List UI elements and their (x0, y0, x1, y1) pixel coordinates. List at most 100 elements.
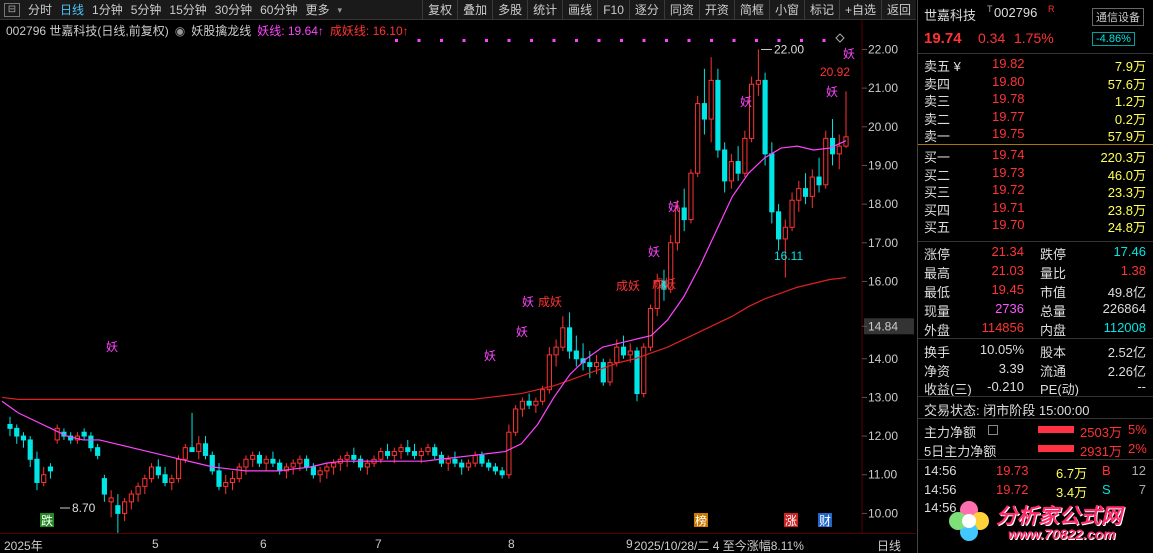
candle-body (593, 362, 600, 367)
chengyao-marker: 成妖 (616, 279, 640, 293)
order-level-label: 买五 (924, 220, 951, 235)
time-axis-label: 6 (260, 537, 267, 551)
fuquan-button[interactable]: 复权 (422, 0, 457, 20)
candle-body (560, 327, 566, 348)
period-tab-5min[interactable]: 5分钟 (130, 2, 162, 17)
tick-row: 14:56 19.73 6.7万 B 12 (918, 462, 1153, 481)
order-book-row[interactable]: 买五 19.70 24.8万 (918, 216, 1153, 235)
main-flow5-value: 2931万 (1080, 444, 1122, 459)
zhang-marker-bg (784, 513, 798, 527)
period-tab-1min[interactable]: 1分钟 (92, 2, 123, 17)
period-tab-60min[interactable]: 60分钟 (260, 2, 298, 17)
y-tick-label: 21.00 (868, 81, 898, 95)
order-book-row[interactable]: 卖五 ¥ 19.82 7.9万 (918, 55, 1153, 74)
main-flow-pct: 5% (1128, 422, 1147, 437)
stat-value: 21.03 (991, 263, 1024, 278)
candle-body (236, 466, 242, 480)
candle-body (445, 458, 451, 464)
order-book-row[interactable]: 买四 19.71 23.8万 (918, 199, 1153, 218)
candle-body (304, 458, 310, 468)
signal-dot (800, 39, 803, 42)
stat-value: 19.45 (991, 282, 1024, 297)
period-tab-more[interactable]: 更多 (305, 2, 330, 17)
order-volume: 57.6万 (1107, 76, 1146, 92)
candle-body (216, 470, 222, 487)
period-tab-30min[interactable]: 30分钟 (214, 2, 253, 17)
order-book-row[interactable]: 卖三 19.78 1.2万 (918, 90, 1153, 109)
yao-marker: 妖 (740, 95, 752, 109)
stat-value: 114856 (981, 320, 1024, 335)
yao-line (1, 140, 847, 472)
yao-marker: 妖 (106, 340, 118, 354)
tongzi-button[interactable]: 同资 (663, 0, 699, 20)
more-dropdown-icon[interactable]: ▾ (337, 4, 343, 15)
order-volume: 46.0万 (1107, 167, 1146, 183)
back-button[interactable]: 返回 (880, 0, 916, 20)
yao-marker: 妖 (516, 325, 528, 339)
order-book-row[interactable]: 买三 19.72 23.3万 (918, 181, 1153, 200)
candle-body (802, 188, 809, 197)
order-book-row[interactable]: 买二 19.73 46.0万 (918, 164, 1153, 183)
fund-value: -0.210 (987, 379, 1024, 394)
kline-chart[interactable]: 22.00 21.00 20.00 19.00 18.00 17.00 16.00 14.84… (0, 20, 916, 533)
candle-body (681, 207, 687, 221)
chengyao-marker: 成妖 (652, 277, 676, 291)
zhufen-button[interactable]: 逐分 (628, 0, 664, 20)
watermark-title: 分析家公式网 (996, 505, 1122, 528)
order-price: 19.78 (992, 91, 1025, 106)
period-tab-daily[interactable]: 日线 (60, 2, 85, 17)
flow-info-icon[interactable] (988, 425, 998, 435)
time-axis-label: 8 (508, 537, 515, 551)
signal-dot (507, 39, 511, 42)
draw-line-button[interactable]: 画线 (562, 0, 597, 20)
close-icon[interactable]: ⊟ (4, 2, 20, 17)
stat-label: 跌停 (1040, 247, 1067, 262)
order-level-label: 卖三 (924, 94, 951, 109)
mark-button[interactable]: 标记 (803, 0, 839, 20)
zhang-marker: 涨 (785, 513, 797, 528)
yao-marker: 妖 (522, 295, 534, 309)
order-book-row[interactable]: 卖二 19.77 0.2万 (918, 108, 1153, 127)
indicator-settings-icon[interactable]: ◉ (174, 23, 186, 38)
signal-dot (575, 39, 578, 42)
period-tab-fenshi[interactable]: 分时 (28, 2, 53, 17)
order-level-label: 卖二 (924, 111, 951, 127)
signal-dot (642, 39, 646, 42)
candle-body (405, 447, 411, 453)
fund-row: 净资 3.39 流通 2.26亿 (918, 360, 1153, 379)
stats-button[interactable]: 统计 (527, 0, 562, 20)
jiankuang-button[interactable]: 简框 (733, 0, 769, 20)
order-book-row[interactable]: 买一 19.74 220.3万 (918, 146, 1153, 165)
candle-body (101, 478, 107, 495)
price-change-pct: 1.75% (1014, 30, 1054, 46)
y-tick-label: 19.00 (868, 158, 898, 172)
kaizi-button[interactable]: 开资 (698, 0, 734, 20)
order-book-row[interactable]: 卖四 19.80 57.6万 (918, 73, 1153, 92)
tick-count: 7 (1138, 481, 1146, 497)
stats-row: 最高 21.03 量比 1.38 (918, 262, 1153, 281)
fund-row: 收益(三) -0.210 PE(动) -- (918, 378, 1153, 397)
f10-button[interactable]: F10 (597, 0, 629, 20)
candle-body (324, 466, 330, 472)
stats-row: 最低 19.45 市值 49.8亿 (918, 281, 1153, 300)
period-tab-15min[interactable]: 15分钟 (169, 2, 207, 17)
candle-body (722, 149, 728, 182)
order-book-row[interactable]: 卖一 19.75 57.9万 (918, 125, 1153, 144)
sector-badge[interactable]: 通信设备 (1092, 8, 1144, 26)
legend-indicator-name[interactable]: 妖股擒龙线 (191, 24, 252, 38)
overlay-button[interactable]: 叠加 (457, 0, 492, 20)
candle-body (836, 145, 842, 155)
candle-body (283, 466, 290, 472)
candle-body (411, 451, 418, 456)
add-watchlist-button[interactable]: +自选 (838, 0, 881, 20)
candle-body (115, 505, 121, 514)
candle-body (459, 462, 465, 468)
stats-row: 外盘 114856 内盘 112008 (918, 319, 1153, 338)
multi-stock-button[interactable]: 多股 (492, 0, 527, 20)
signal-dot (395, 39, 398, 42)
candle-body (7, 423, 13, 429)
candle-body (54, 427, 60, 441)
diamond-icon (835, 33, 845, 43)
candle-body (357, 458, 364, 468)
small-window-button[interactable]: 小窗 (768, 0, 804, 20)
